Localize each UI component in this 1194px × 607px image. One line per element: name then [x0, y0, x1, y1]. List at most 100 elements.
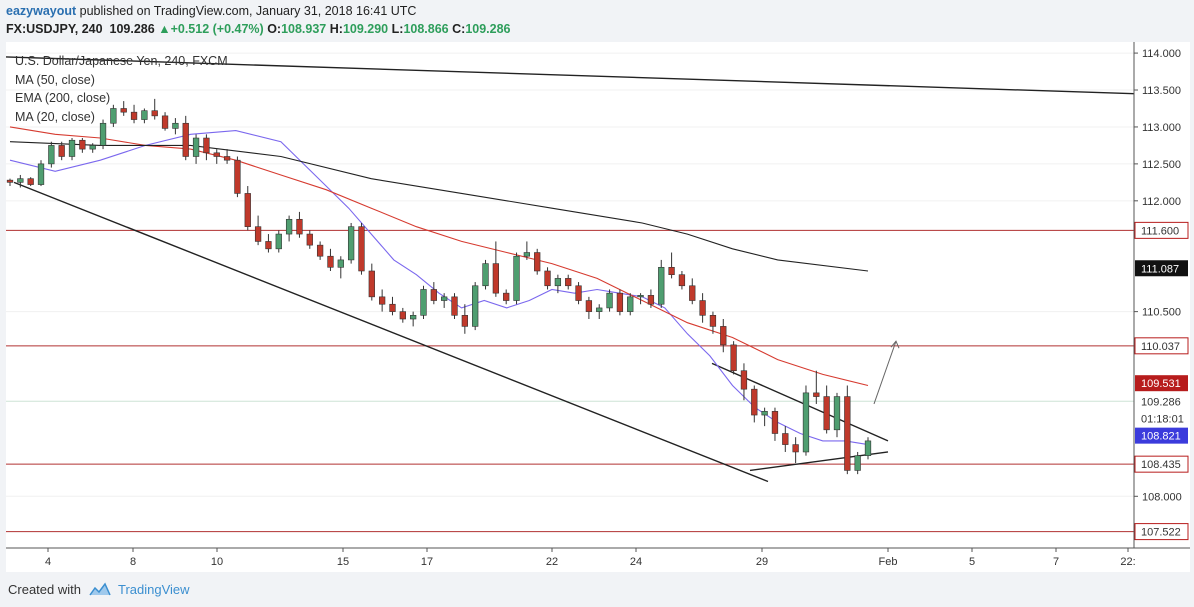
candle[interactable]: [120, 101, 127, 116]
candle[interactable]: [482, 259, 489, 290]
candle[interactable]: [182, 115, 189, 161]
candle[interactable]: [275, 230, 282, 253]
candle[interactable]: [461, 304, 468, 334]
candle[interactable]: [6, 178, 14, 187]
candle[interactable]: [410, 311, 417, 327]
candle[interactable]: [833, 392, 841, 438]
candle[interactable]: [68, 138, 76, 161]
candle[interactable]: [689, 278, 696, 305]
candle[interactable]: [379, 289, 386, 312]
candle[interactable]: [420, 285, 427, 320]
candle[interactable]: [668, 252, 675, 279]
candle[interactable]: [306, 230, 313, 249]
price-badge[interactable]: 111.600: [1134, 221, 1189, 239]
candle[interactable]: [192, 134, 200, 164]
candle[interactable]: [358, 222, 365, 275]
candle[interactable]: [637, 293, 644, 305]
candle[interactable]: [565, 274, 572, 290]
projection-arrow[interactable]: [873, 341, 897, 405]
candle[interactable]: [823, 385, 830, 434]
candle[interactable]: [523, 241, 531, 260]
candle[interactable]: [151, 98, 158, 120]
candle[interactable]: [472, 282, 479, 331]
candle[interactable]: [720, 319, 727, 353]
price-badge[interactable]: 109.286: [1135, 393, 1188, 410]
legend-ma20[interactable]: MA (20, close): [15, 109, 95, 124]
candle[interactable]: [347, 222, 355, 264]
price-badge[interactable]: 01:18:01: [1135, 410, 1188, 427]
candle[interactable]: [585, 296, 593, 320]
candle[interactable]: [285, 215, 293, 242]
candle[interactable]: [265, 234, 272, 253]
candle[interactable]: [792, 437, 799, 464]
candle[interactable]: [37, 160, 45, 187]
candle[interactable]: [213, 149, 220, 164]
candle[interactable]: [172, 118, 179, 135]
candle[interactable]: [389, 296, 396, 316]
candle[interactable]: [254, 215, 262, 246]
candle[interactable]: [161, 112, 169, 131]
candle[interactable]: [79, 138, 86, 153]
candle[interactable]: [864, 437, 872, 460]
candle[interactable]: [854, 451, 861, 475]
candle[interactable]: [513, 252, 520, 305]
trendline[interactable]: [13, 181, 769, 483]
candle[interactable]: [130, 104, 138, 124]
price-badge[interactable]: 107.522: [1134, 523, 1189, 541]
candle[interactable]: [627, 293, 634, 316]
candle[interactable]: [771, 407, 779, 441]
candle[interactable]: [761, 407, 768, 427]
legend-ma50[interactable]: MA (50, close): [15, 72, 95, 87]
candle[interactable]: [534, 248, 541, 275]
ma20-line[interactable]: [9, 130, 869, 446]
candle[interactable]: [699, 293, 706, 323]
tradingview-logo-icon[interactable]: [88, 581, 112, 602]
candle[interactable]: [58, 141, 65, 161]
candle[interactable]: [844, 385, 851, 475]
legend-ema200[interactable]: EMA (200, close): [15, 91, 111, 105]
candle[interactable]: [368, 263, 375, 301]
candle[interactable]: [492, 241, 499, 297]
price-badge[interactable]: 108.821: [1135, 427, 1188, 444]
chart-area[interactable]: 114.000 113.500 113.000 112.500 112.000 110.5…: [6, 42, 1190, 572]
candle[interactable]: [616, 289, 624, 316]
candle[interactable]: [337, 256, 344, 279]
candle[interactable]: [802, 385, 810, 456]
candle[interactable]: [782, 426, 789, 452]
candle[interactable]: [399, 307, 406, 323]
candle[interactable]: [27, 177, 34, 187]
ema200-line[interactable]: [9, 141, 869, 272]
candle[interactable]: [430, 282, 437, 305]
tradingview-brand[interactable]: TradingView: [118, 582, 190, 597]
price-badge[interactable]: 111.087: [1135, 260, 1188, 277]
candle[interactable]: [606, 289, 613, 312]
candle[interactable]: [451, 293, 458, 320]
candle[interactable]: [17, 174, 24, 188]
candle[interactable]: [678, 270, 686, 290]
candle[interactable]: [296, 211, 303, 238]
price-chart[interactable]: 114.000 113.500 113.000 112.500 112.000 110.5…: [6, 42, 1190, 572]
candle[interactable]: [730, 341, 737, 375]
price-badge[interactable]: 110.037: [1134, 337, 1189, 355]
candle[interactable]: [503, 289, 510, 305]
candle[interactable]: [99, 119, 107, 150]
candle[interactable]: [441, 293, 448, 308]
candle[interactable]: [223, 149, 231, 164]
candle[interactable]: [316, 241, 324, 260]
candle[interactable]: [544, 267, 551, 290]
trendline[interactable]: [6, 56, 1135, 95]
candle[interactable]: [244, 186, 251, 231]
candle[interactable]: [89, 143, 96, 153]
candle[interactable]: [709, 311, 717, 334]
candle[interactable]: [48, 141, 55, 168]
author-link[interactable]: eazywayout: [6, 4, 77, 18]
candle[interactable]: [234, 156, 241, 198]
candle[interactable]: [554, 274, 562, 294]
candle[interactable]: [596, 304, 603, 320]
candle[interactable]: [813, 370, 820, 404]
candle[interactable]: [141, 108, 148, 124]
candle[interactable]: [327, 248, 334, 271]
candle[interactable]: [203, 134, 210, 161]
candle[interactable]: [110, 104, 117, 127]
candle[interactable]: [751, 385, 758, 423]
